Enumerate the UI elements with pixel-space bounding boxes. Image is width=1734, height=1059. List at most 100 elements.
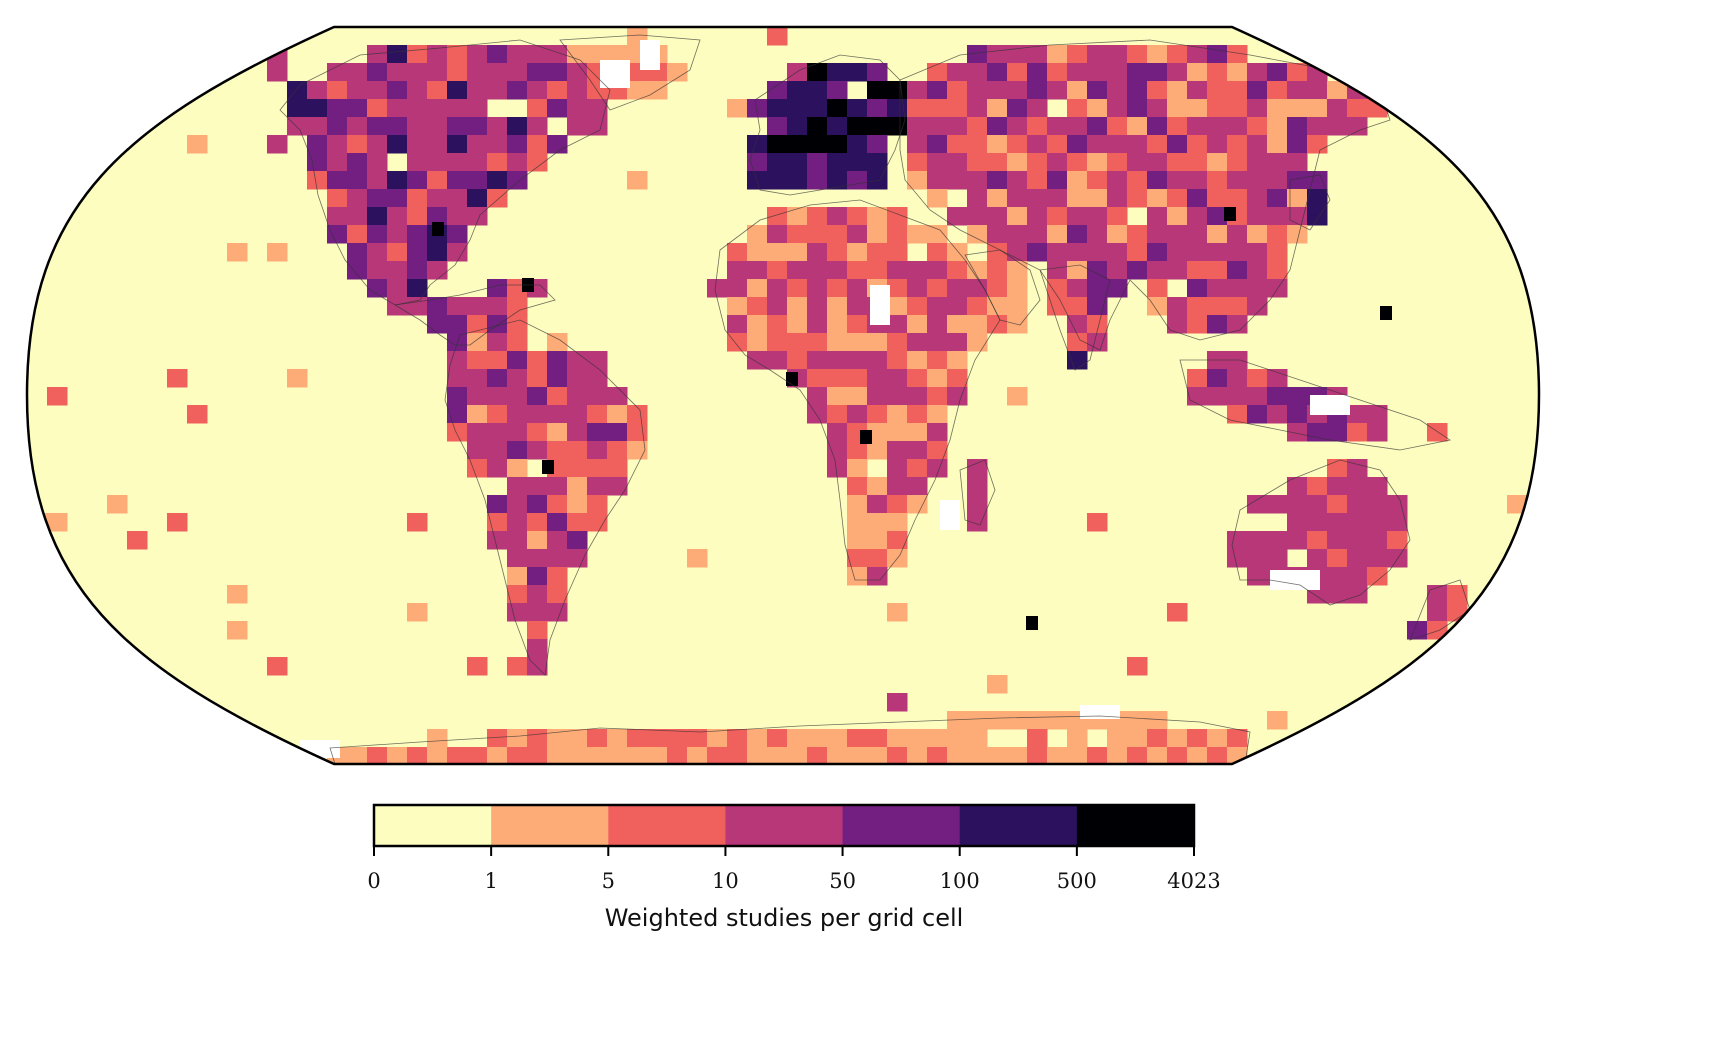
grid-cell: [1147, 225, 1168, 244]
grid-cell: [907, 99, 928, 118]
grid-cell: [927, 81, 948, 100]
grid-cell: [507, 657, 528, 676]
grid-cell-hotspot: [542, 460, 554, 474]
grid-cell: [1107, 81, 1128, 100]
grid-cell: [987, 261, 1008, 280]
grid-cell: [827, 279, 848, 298]
grid-cell: [807, 207, 828, 226]
grid-cell: [887, 315, 908, 334]
grid-cell: [927, 171, 948, 190]
grid-cell: [27, 27, 48, 46]
grid-cell: [807, 369, 828, 388]
grid-cell: [947, 297, 968, 316]
grid-cell: [807, 171, 828, 190]
grid-cell: [1387, 495, 1408, 514]
grid-cell: [1107, 747, 1128, 764]
grid-cell: [1227, 117, 1248, 136]
grid-cell: [847, 135, 868, 154]
grid-cell: [1327, 117, 1348, 136]
grid-cell: [627, 405, 648, 424]
grid-cell: [1127, 711, 1148, 730]
grid-cell: [787, 297, 808, 316]
grid-cell: [847, 315, 868, 334]
grid-cell-hotspot: [860, 430, 872, 444]
grid-cell: [467, 153, 488, 172]
grid-cell: [347, 171, 368, 190]
grid-cell: [1007, 45, 1028, 64]
grid-cell: [1087, 225, 1108, 244]
grid-cell: [1187, 369, 1208, 388]
grid-cell: [447, 117, 468, 136]
grid-cell: [927, 387, 948, 406]
grid-cell: [1347, 117, 1368, 136]
grid-cell: [1447, 585, 1468, 604]
grid-cell: [967, 279, 988, 298]
grid-cell: [327, 117, 348, 136]
grid-cell: [527, 513, 548, 532]
grid-cell: [1167, 315, 1188, 334]
grid-cell: [1327, 585, 1348, 604]
grid-cell: [367, 153, 388, 172]
grid-cell: [607, 477, 628, 496]
grid-cell: [1247, 207, 1268, 226]
grid-cell: [487, 171, 508, 190]
grid-cell: [587, 477, 608, 496]
grid-cell: [1107, 117, 1128, 136]
grid-cell: [727, 99, 748, 118]
grid-cell: [687, 549, 708, 568]
grid-cell: [587, 495, 608, 514]
grid-cell: [507, 297, 528, 316]
grid-cell: [987, 81, 1008, 100]
grid-cell: [827, 81, 848, 100]
grid-cell: [507, 729, 528, 748]
grid-cell: [1167, 243, 1188, 262]
grid-cell: [227, 585, 248, 604]
grid-cell: [1047, 171, 1068, 190]
grid-cell: [1167, 747, 1188, 764]
grid-cell: [487, 423, 508, 442]
grid-cell: [407, 207, 428, 226]
grid-cell: [427, 81, 448, 100]
colorbar-swatch: [374, 805, 492, 846]
grid-cell: [487, 531, 508, 550]
colorbar-tick-label: 4023: [1167, 869, 1220, 893]
grid-cell: [527, 369, 548, 388]
grid-cell: [1347, 549, 1368, 568]
grid-cell: [827, 729, 848, 748]
grid-cell: [1387, 549, 1408, 568]
grid-cell: [1007, 63, 1028, 82]
grid-cell: [1027, 243, 1048, 262]
grid-cell: [1127, 135, 1148, 154]
grid-cell: [387, 135, 408, 154]
grid-cell: [447, 63, 468, 82]
grid-cell: [987, 45, 1008, 64]
grid-cell: [1267, 279, 1288, 298]
grid-cell: [687, 747, 708, 764]
grid-cell: [527, 405, 548, 424]
grid-cell: [1107, 63, 1128, 82]
grid-cell: [427, 243, 448, 262]
grid-cell: [1367, 477, 1388, 496]
grid-cell: [267, 135, 288, 154]
grid-cell: [1207, 369, 1228, 388]
grid-cell: [1247, 297, 1268, 316]
grid-cell: [567, 423, 588, 442]
grid-cell: [867, 729, 888, 748]
grid-cell: [747, 279, 768, 298]
grid-cell: [887, 729, 908, 748]
grid-cell: [1167, 117, 1188, 136]
grid-cell: [1307, 81, 1328, 100]
grid-cell: [1327, 513, 1348, 532]
grid-cell: [387, 279, 408, 298]
grid-cell: [1047, 45, 1068, 64]
grid-cell: [927, 99, 948, 118]
grid-cell: [1287, 531, 1308, 550]
grid-cell: [767, 243, 788, 262]
grid-cell: [867, 369, 888, 388]
grid-cell: [807, 747, 828, 764]
grid-cell: [1247, 225, 1268, 244]
grid-cell: [887, 225, 908, 244]
colorbar-swatch: [842, 805, 961, 846]
grid-cell: [367, 63, 388, 82]
grid-cell: [907, 405, 928, 424]
